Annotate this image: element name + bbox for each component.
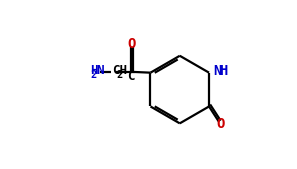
Text: N: N	[213, 64, 221, 78]
Text: H: H	[219, 64, 228, 78]
Text: O: O	[128, 37, 136, 51]
Text: N: N	[97, 65, 104, 77]
Text: 2: 2	[90, 70, 97, 80]
Text: CH: CH	[113, 65, 127, 77]
Text: O: O	[216, 117, 225, 131]
Text: C: C	[127, 70, 135, 83]
Text: 2: 2	[116, 70, 122, 80]
Text: H: H	[91, 65, 98, 77]
